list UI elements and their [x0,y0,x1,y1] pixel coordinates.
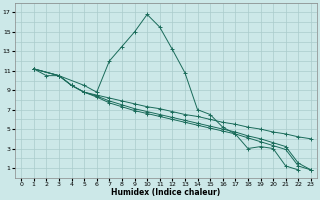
X-axis label: Humidex (Indice chaleur): Humidex (Indice chaleur) [111,188,221,197]
